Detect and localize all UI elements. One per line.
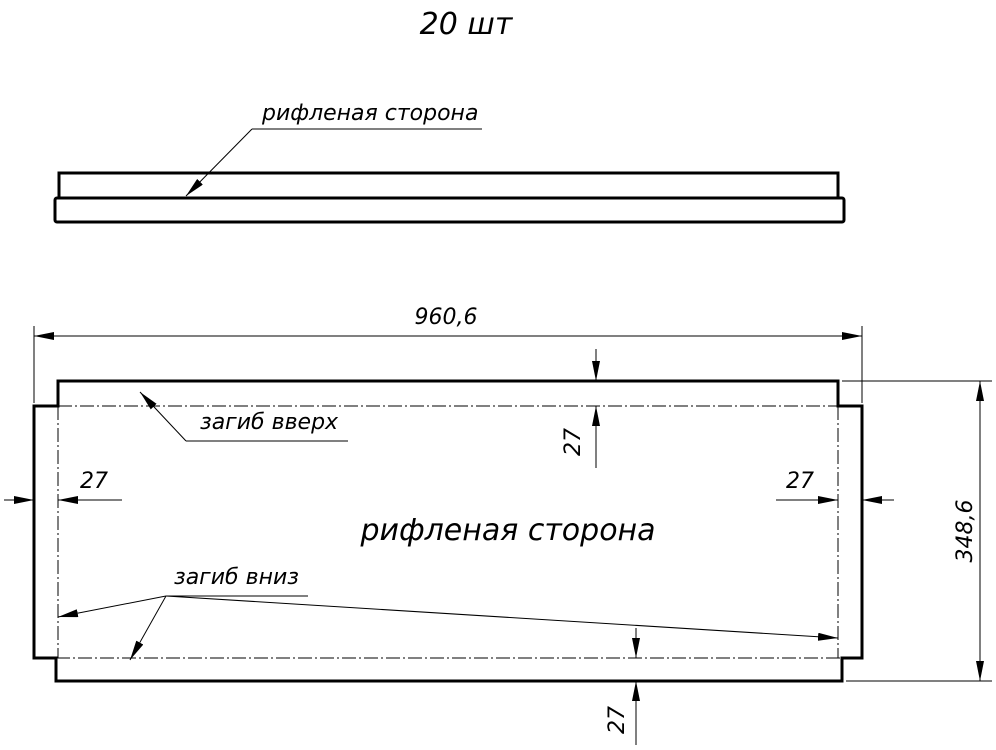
side-view: рифленая сторона [53, 101, 846, 224]
dim-height-value: 348,6 [953, 500, 978, 563]
bend-down-label: загиб вниз [174, 565, 299, 590]
side-label-leader [185, 128, 253, 197]
bend-down-leader-left [57, 595, 167, 618]
bend-up-label: загиб вверх [200, 410, 339, 435]
side-view-label: рифленая сторона [261, 101, 478, 126]
center-label: рифленая сторона [359, 513, 655, 548]
bend-up-leader [139, 391, 187, 442]
bend-down-leader-right [165, 595, 839, 641]
bend-down-leader-bottom [129, 595, 167, 661]
dim-bottom-flange-value: 27 [605, 706, 630, 734]
plan-view: 960,6 348,6 27 27 27 27 рифленая сторона… [4, 305, 992, 745]
quantity-title: 20 шт [420, 7, 514, 42]
dim-right-flange-value: 27 [786, 469, 814, 494]
dim-left-flange-value: 27 [80, 469, 108, 494]
side-view-top-layer [57, 171, 840, 200]
side-view-bottom-layer [53, 196, 846, 224]
dim-top-flange-value: 27 [561, 428, 586, 456]
dim-length-value: 960,6 [415, 305, 478, 330]
